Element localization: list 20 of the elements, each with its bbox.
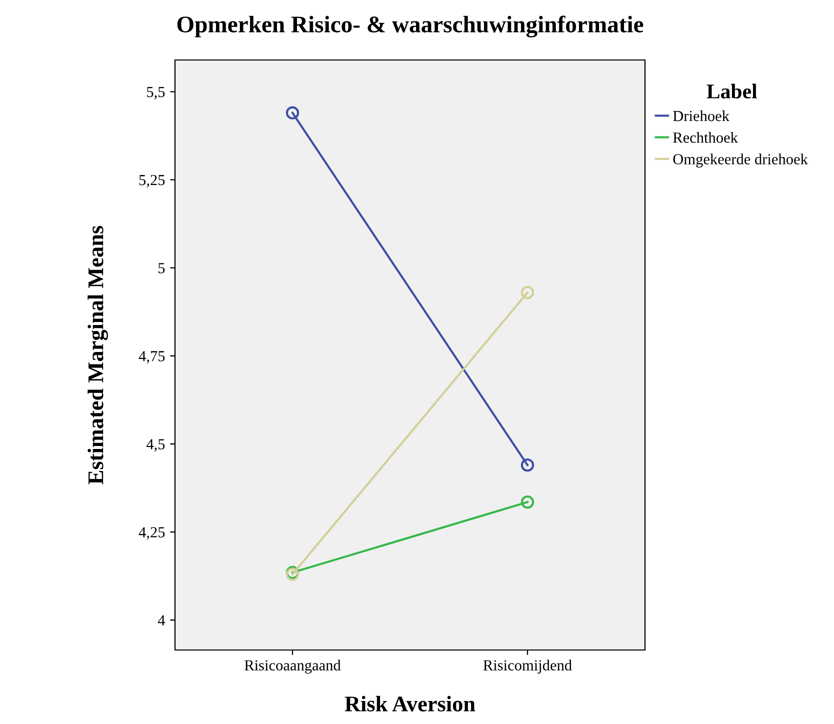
point xyxy=(520,495,534,509)
y-tick-label: 4 xyxy=(158,615,166,626)
y-axis-title: Estimated Marginal Means xyxy=(88,226,108,484)
x-tick-label: Risicomijdend xyxy=(483,660,572,674)
x-axis-title: Risk Aversion xyxy=(344,696,476,712)
point xyxy=(286,106,300,120)
y-tick-label: 5,5 xyxy=(147,87,165,100)
y-tick-label: 4,5 xyxy=(146,439,165,452)
x-tick-label: Risicoaangaand xyxy=(244,660,341,674)
y-tick-label: 4,75 xyxy=(138,351,165,364)
chart-title: Opmerken Risico- & waarschuwinginformatie xyxy=(177,16,644,38)
y-tick-label: 4,25 xyxy=(138,527,165,540)
y-tick-label: 5,25 xyxy=(139,174,165,188)
legend-label: Driehoek xyxy=(673,110,730,122)
legend-label: Rechthoek xyxy=(673,132,738,143)
legend-title: Label xyxy=(706,84,757,98)
point xyxy=(520,458,534,472)
point xyxy=(520,286,534,300)
legend-label: Omgekeerde driehoek xyxy=(673,154,808,168)
y-tick-label: 5 xyxy=(158,263,165,274)
